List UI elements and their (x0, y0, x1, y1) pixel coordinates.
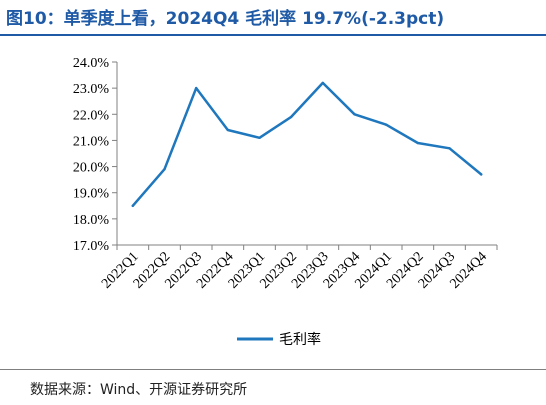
y-tick-label: 23.0% (73, 82, 110, 97)
y-tick-label: 18.0% (73, 213, 110, 228)
source-rule (0, 369, 546, 370)
data-point (131, 204, 135, 207)
data-point (321, 81, 325, 85)
legend: 毛利率 (237, 331, 321, 348)
series-layer (131, 81, 483, 208)
data-point (226, 128, 230, 132)
y-axis: 17.0% 18.0% 19.0% 20.0% 21.0% 22.0% 23.0% 24.0% (73, 56, 118, 254)
y-tick-label: 21.0% (73, 134, 110, 149)
data-point (416, 141, 420, 145)
x-axis: 2022Q12022Q22022Q32022Q42023Q12023Q22023… (99, 244, 498, 292)
y-tick-label: 20.0% (73, 161, 110, 176)
y-tick-label: 24.0% (73, 56, 110, 71)
figure-title: 图10：单季度上看，2024Q4 毛利率 19.7%(-2.3pct) (6, 9, 445, 29)
source-note: 数据来源：Wind、开源证券研究所 (30, 382, 248, 398)
data-point (479, 173, 483, 176)
data-point (194, 86, 198, 90)
y-tick-label: 17.0% (73, 239, 110, 254)
data-point (384, 123, 388, 126)
data-point (353, 113, 356, 116)
data-point (258, 136, 261, 140)
data-point (163, 167, 166, 171)
data-point (448, 147, 451, 150)
y-tick-label: 22.0% (73, 108, 110, 123)
series-line-gross-margin (131, 81, 483, 208)
legend-label: 毛利率 (279, 331, 321, 348)
y-tick-label: 19.0% (73, 187, 110, 202)
title-rule (0, 34, 546, 36)
data-point (289, 115, 293, 119)
